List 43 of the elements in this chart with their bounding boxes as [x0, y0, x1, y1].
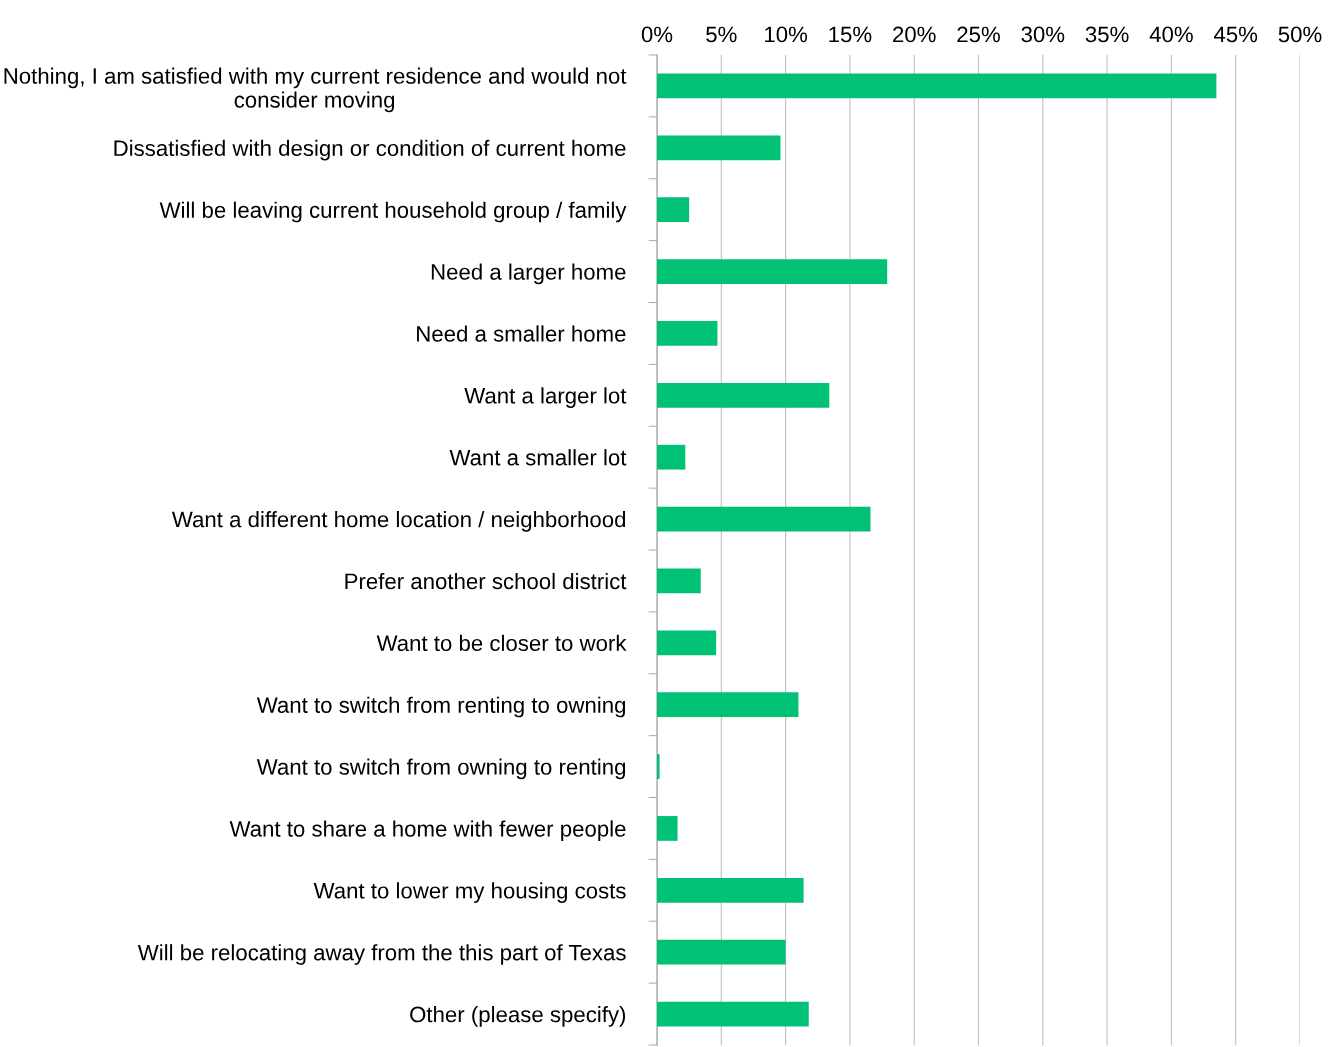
x-tick-label: 25%: [957, 26, 1000, 43]
y-tick-label: Will be leaving current household group / family: [159, 201, 627, 223]
x-tick-label: 0%: [641, 26, 673, 43]
bar: [657, 444, 686, 470]
bar: [657, 197, 690, 223]
y-tick-label: Want a smaller lot: [449, 449, 627, 466]
bar: [657, 630, 717, 656]
bar: [657, 506, 871, 532]
bar: [657, 754, 660, 779]
y-tick-label: Need a smaller home: [417, 325, 626, 342]
y-tick-label: Need a larger home: [431, 263, 626, 285]
y-tick-label: Will be relocating away from the this part of Texas: [137, 944, 626, 965]
y-tick-label: Want to lower my housing costs: [313, 882, 626, 903]
x-tick-label: 10%: [765, 26, 808, 43]
bar: [657, 568, 701, 594]
y-tick-label: Want to share a home with fewer people: [229, 820, 626, 842]
y-tick-label: Want to switch from owning to renting: [256, 758, 626, 780]
bar: [657, 73, 1217, 99]
x-tick-label: 5%: [706, 26, 737, 43]
y-tick-label: Other (please specify): [410, 1006, 626, 1027]
bar: [657, 259, 888, 284]
y-tick-label: Want to be closer to work: [376, 634, 627, 652]
bar: [657, 321, 718, 346]
bar: [657, 692, 799, 718]
y-tick-label: Prefer another school district: [345, 572, 627, 590]
y-tick-label: Nothing, I am satisfied with my current residence and would not consider moving: [4, 67, 627, 113]
bar: [657, 382, 830, 408]
x-tick-label: 30%: [1021, 26, 1065, 43]
bar: [657, 135, 781, 161]
y-tick-label: Want a different home location / neighborhood: [171, 511, 626, 532]
x-tick-label: 50%: [1278, 26, 1322, 43]
bar: [657, 877, 804, 903]
x-tick-label: 40%: [1149, 26, 1193, 43]
x-tick-label: 45%: [1213, 26, 1258, 43]
y-tick-label: Dissatisfied with design or condition of current home: [114, 139, 626, 161]
bar: [657, 816, 678, 841]
x-tick-label: 20%: [893, 26, 936, 43]
y-tick-label: Want a larger lot: [464, 387, 627, 408]
x-tick-label: 35%: [1085, 26, 1129, 43]
x-tick-label: 15%: [829, 26, 872, 43]
y-tick-label: Want to switch from renting to owning: [256, 696, 626, 718]
bar: [657, 939, 786, 965]
bar: [657, 1001, 809, 1027]
